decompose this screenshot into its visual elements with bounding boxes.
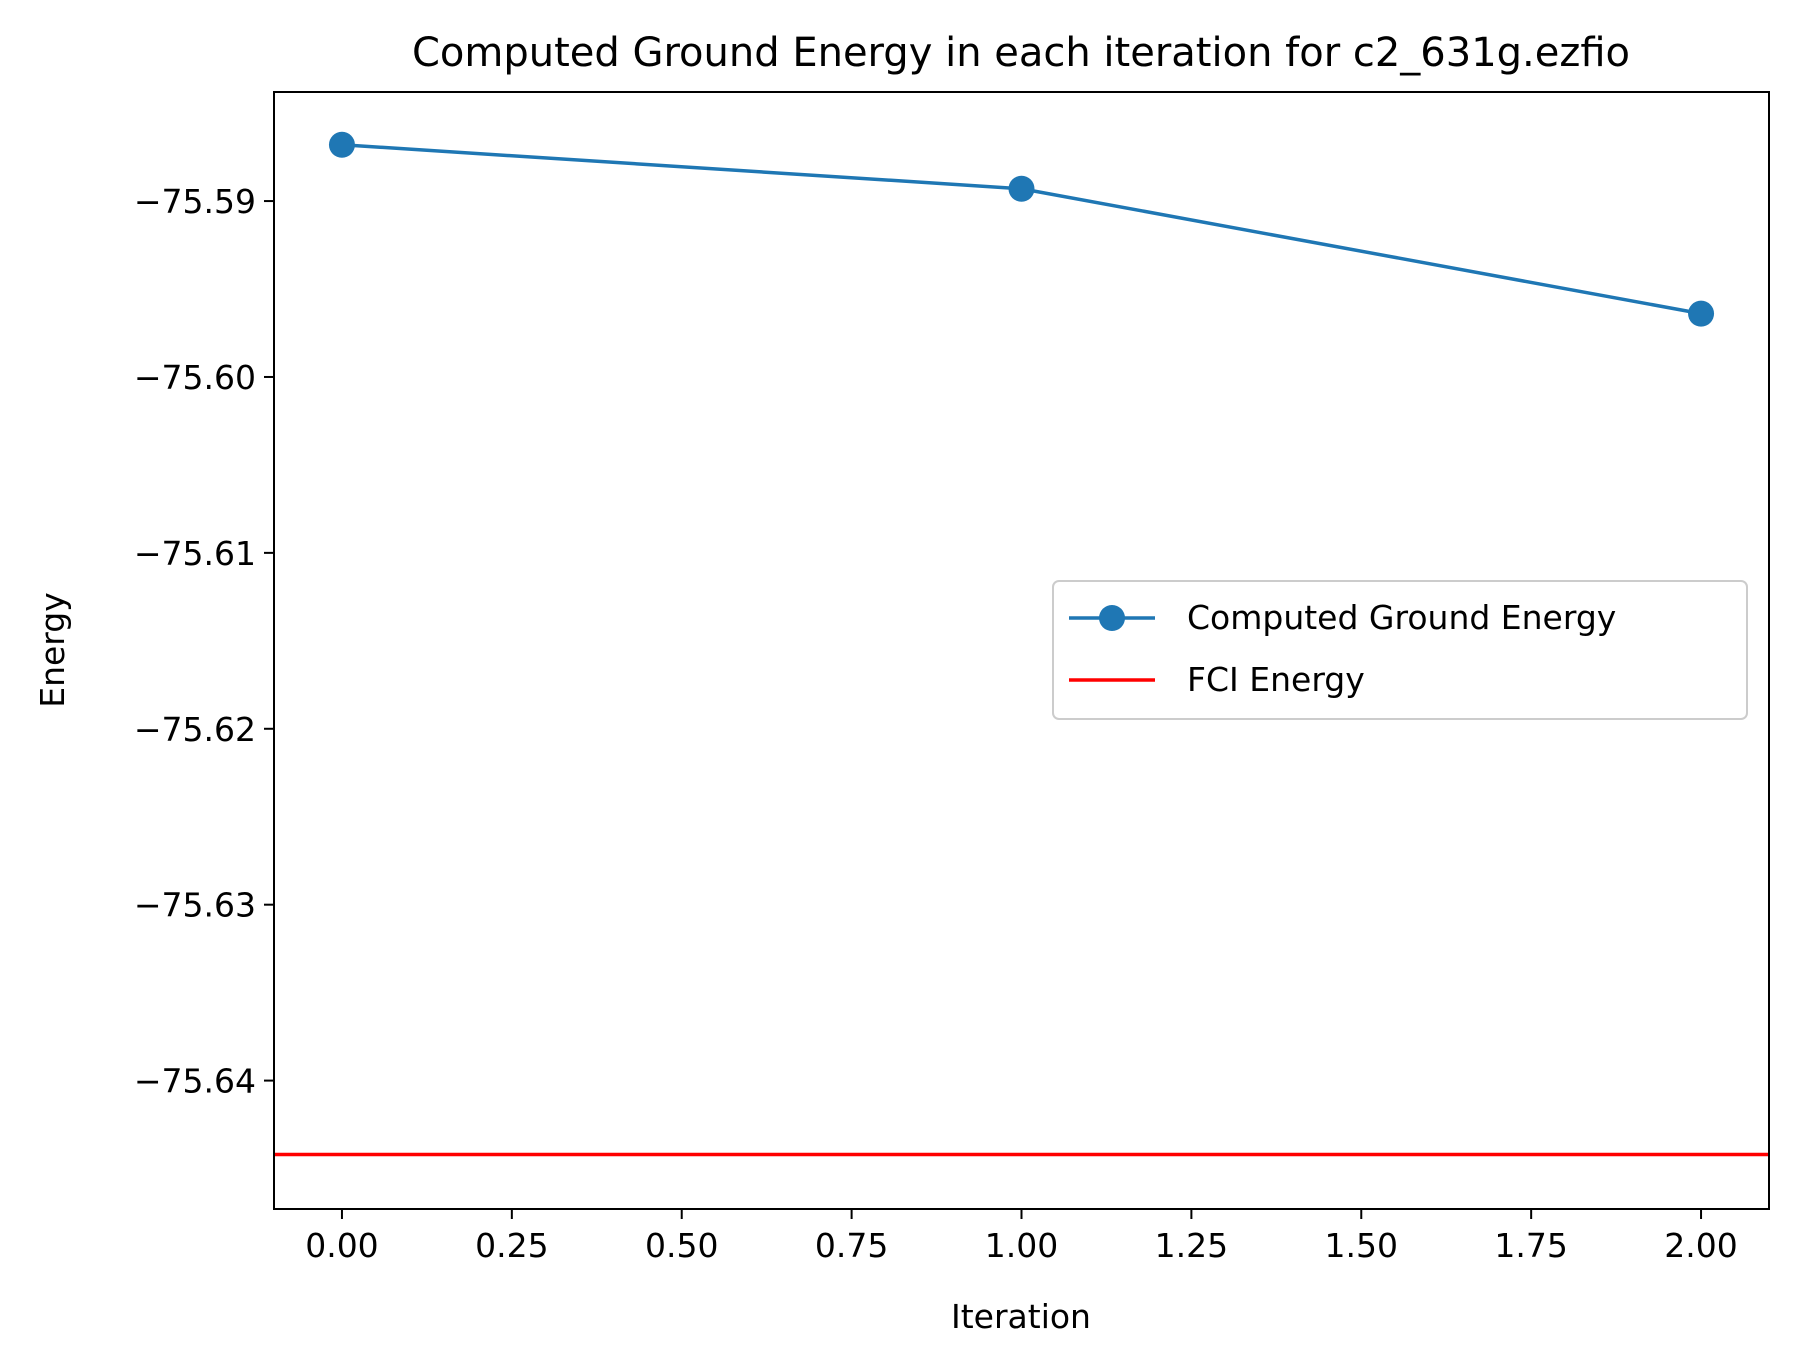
legend-box (1052, 580, 1748, 720)
y-axis-ticks: −75.59 −75.60 −75.61 −75.62 −75.63 −75.64 (134, 182, 274, 1101)
y-tick-label: −75.59 (134, 182, 256, 221)
x-tick-label: 2.00 (1664, 1226, 1737, 1265)
plot-area (274, 131, 1769, 1157)
x-tick-label: 0.75 (815, 1226, 888, 1265)
y-tick-label: −75.62 (134, 710, 256, 749)
y-tick-label: −75.60 (134, 358, 256, 397)
x-axis-ticks: 0.00 0.25 0.50 0.75 1.00 1.25 1.50 1.75 2.00 (305, 1209, 1738, 1265)
computed-energy-point (1008, 175, 1035, 202)
x-axis-label: Iteration (951, 1297, 1091, 1336)
chart-title: Computed Ground Energy in each iteration… (412, 30, 1630, 76)
y-tick-label: −75.61 (134, 534, 256, 573)
legend: Computed Ground Energy FCI Energy (1052, 580, 1748, 720)
x-tick-label: 0.00 (305, 1226, 378, 1265)
computed-energy-point (328, 131, 355, 158)
x-tick-label: 1.25 (1155, 1226, 1228, 1265)
legend-marker-computed (1099, 605, 1125, 631)
y-tick-label: −75.64 (134, 1062, 256, 1101)
legend-label-computed: Computed Ground Energy (1187, 598, 1616, 637)
axes-frame (273, 91, 1770, 1210)
computed-energy-point (1688, 300, 1715, 327)
x-tick-label: 0.25 (475, 1226, 548, 1265)
x-tick-label: 0.50 (645, 1226, 718, 1265)
legend-label-fci: FCI Energy (1187, 660, 1365, 699)
y-axis-label: Energy (33, 592, 72, 708)
x-tick-label: 1.75 (1494, 1226, 1567, 1265)
x-tick-label: 1.50 (1325, 1226, 1398, 1265)
y-tick-label: −75.63 (134, 886, 256, 925)
x-tick-label: 1.00 (985, 1226, 1058, 1265)
